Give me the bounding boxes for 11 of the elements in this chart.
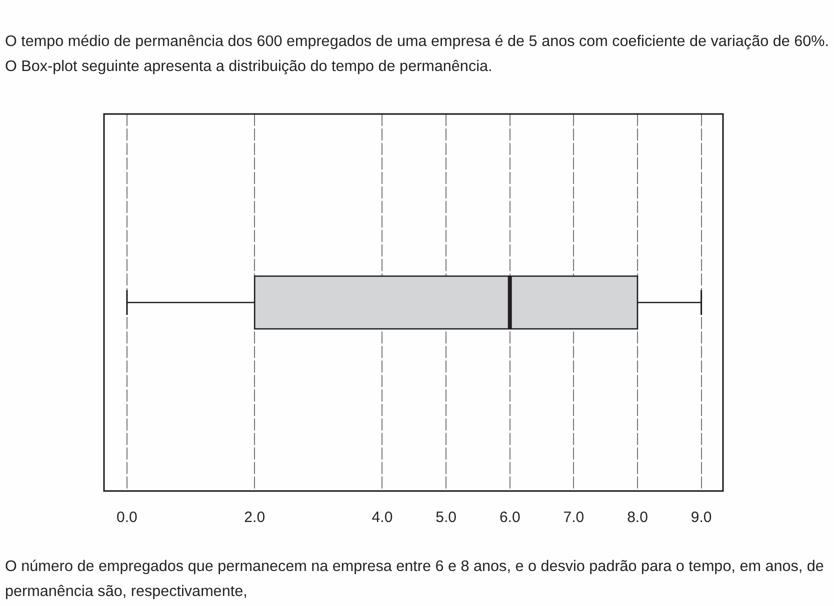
x-tick-label: 4.0 bbox=[372, 509, 393, 526]
chart-title: O tempo médio de permanência dos 600 empregados de uma empresa é de 5 anos com coeficiente de variação de 60%. bbox=[5, 32, 829, 52]
x-tick-label: 5.0 bbox=[436, 509, 456, 526]
x-tick-label: 9.0 bbox=[690, 509, 712, 526]
x-tick-label: 6.0 bbox=[499, 509, 520, 526]
chart-subtitle: O Box-plot seguinte apresenta a distribuição do tempo de permanência. bbox=[5, 57, 492, 77]
x-tick-label: 7.0 bbox=[563, 509, 584, 526]
text: O número de empregados que permanecem na empresa entre 6 e 8 anos, e o desvio padrão para o tempo, em anos, de permanência são, respectivamente, bbox=[5, 557, 825, 602]
x-tick-label: 8.0 bbox=[627, 509, 648, 526]
x-tick-label: 0.0 bbox=[116, 509, 138, 526]
x-tick-label: 2.0 bbox=[244, 509, 266, 526]
